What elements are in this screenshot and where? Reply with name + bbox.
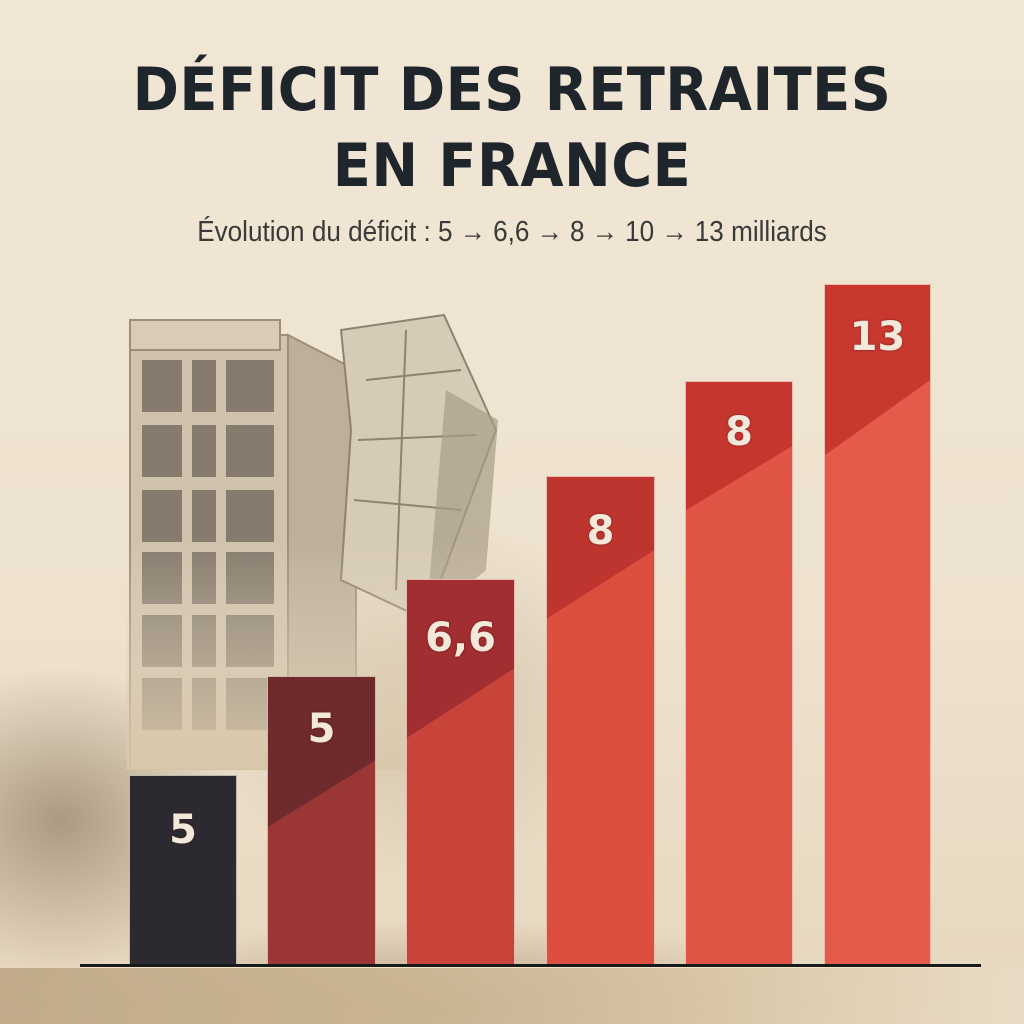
bar-highlight [825,380,930,965]
bar-4: 8 [546,476,655,966]
bar-3: 6,6 [406,579,515,966]
bar-5: 8 [685,381,793,966]
title-line-1: DÉFICIT DES RETRAITES [132,55,892,125]
title-line-2: EN FRANCE [332,131,692,201]
collapsing-building-icon [126,290,506,770]
bar-2: 5 [267,676,376,966]
bar-value-label: 8 [586,508,615,554]
bar-6: 13 [824,284,931,966]
bar-highlight [686,446,792,965]
page-title: DÉFICIT DES RETRAITES EN FRANCE [36,52,988,204]
bar-value-label: 6,6 [425,615,496,661]
bar-value-label: 8 [725,409,753,455]
rubble-ground [0,968,1024,1024]
bar-value-label: 5 [307,706,336,752]
bar-value-label: 13 [849,314,906,360]
bar-1: 5 [129,775,237,966]
x-axis-baseline [80,964,981,967]
bar-highlight [547,550,654,965]
chart-subtitle: Évolution du déficit : 5 → 6,6 → 8 → 10 … [197,216,827,248]
bar-value-label: 5 [169,807,197,853]
